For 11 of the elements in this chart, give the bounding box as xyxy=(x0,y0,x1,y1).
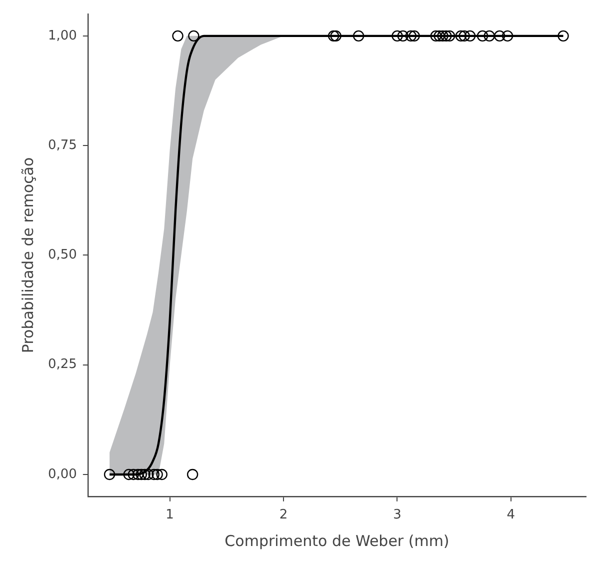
x-tick-label: 1 xyxy=(166,508,174,523)
y-tick-label: 1,00 xyxy=(48,28,77,44)
y-tick-label: 0,25 xyxy=(48,357,77,372)
y-axis-title: Probabilidade de remoção xyxy=(18,157,37,354)
x-tick-label: 2 xyxy=(279,508,288,523)
x-tick-label: 4 xyxy=(506,508,516,523)
x-axis-title: Comprimento de Weber (mm) xyxy=(224,532,450,550)
y-tick-label: 0,50 xyxy=(48,248,77,263)
y-tick-label: 0,75 xyxy=(48,138,77,153)
x-tick-label: 3 xyxy=(393,508,402,523)
y-tick-label: 0,00 xyxy=(48,466,77,482)
